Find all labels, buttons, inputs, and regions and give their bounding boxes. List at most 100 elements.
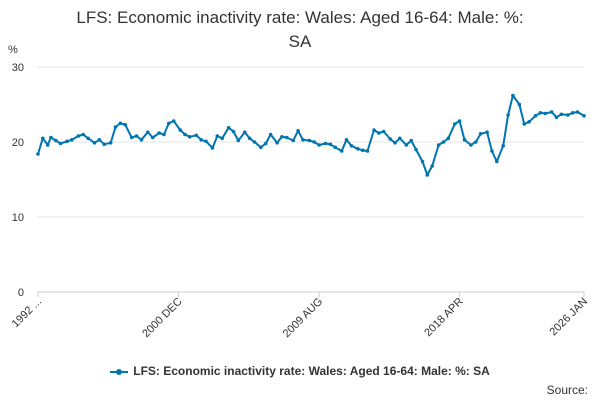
data-point[interactable] [178, 128, 182, 132]
data-point[interactable] [97, 138, 102, 142]
data-point[interactable] [280, 135, 284, 139]
data-point[interactable] [538, 111, 543, 115]
data-point[interactable] [317, 143, 321, 147]
data-point[interactable] [485, 130, 489, 134]
data-point[interactable] [495, 159, 499, 164]
legend[interactable]: LFS: Economic inactivity rate: Wales: Ag… [0, 364, 600, 378]
data-point[interactable] [231, 129, 236, 134]
data-point[interactable] [543, 111, 547, 116]
data-point[interactable] [139, 138, 144, 142]
data-point[interactable] [344, 138, 349, 142]
data-point[interactable] [54, 138, 58, 143]
data-point[interactable] [360, 148, 365, 153]
data-point[interactable] [150, 135, 155, 140]
data-point[interactable] [146, 130, 150, 134]
data-point[interactable] [490, 149, 494, 153]
data-point[interactable] [522, 122, 526, 126]
data-point[interactable] [527, 120, 531, 124]
data-point[interactable] [446, 136, 451, 141]
data-point[interactable] [414, 147, 418, 152]
data-point[interactable] [549, 110, 554, 114]
data-point[interactable] [511, 93, 515, 98]
data-point[interactable] [113, 125, 118, 129]
data-point[interactable] [58, 141, 63, 146]
data-point[interactable] [404, 143, 409, 147]
data-point[interactable] [381, 129, 386, 134]
data-point[interactable] [275, 141, 279, 145]
data-point[interactable] [453, 122, 457, 126]
data-point[interactable] [243, 130, 247, 134]
data-point[interactable] [457, 119, 462, 123]
data-point[interactable] [566, 113, 570, 117]
data-point[interactable] [285, 135, 289, 140]
data-point[interactable] [377, 131, 381, 135]
data-point[interactable] [86, 136, 90, 141]
data-point[interactable] [81, 132, 85, 137]
data-point[interactable] [123, 122, 127, 127]
data-point[interactable] [478, 132, 483, 136]
data-point[interactable] [420, 159, 425, 164]
data-point[interactable] [162, 132, 166, 137]
data-point[interactable] [517, 102, 522, 107]
data-point[interactable] [45, 143, 50, 147]
data-point[interactable] [171, 119, 176, 123]
data-point[interactable] [501, 144, 506, 148]
data-point[interactable] [469, 143, 473, 147]
data-point[interactable] [291, 138, 296, 143]
data-point[interactable] [220, 136, 224, 141]
data-point[interactable] [167, 121, 171, 126]
data-point[interactable] [462, 138, 467, 142]
data-point[interactable] [129, 135, 134, 140]
data-point[interactable] [247, 136, 252, 141]
data-point[interactable] [312, 140, 317, 144]
data-point[interactable] [430, 164, 435, 168]
data-point[interactable] [204, 139, 208, 144]
data-point[interactable] [210, 146, 215, 150]
data-point[interactable] [356, 147, 360, 151]
data-point[interactable] [582, 114, 586, 118]
data-point[interactable] [199, 138, 203, 142]
data-point[interactable] [264, 141, 268, 146]
data-point[interactable] [215, 134, 220, 138]
data-point[interactable] [570, 111, 575, 115]
data-point[interactable] [554, 115, 559, 120]
data-point[interactable] [296, 129, 300, 133]
data-point[interactable] [259, 145, 263, 150]
data-point[interactable] [236, 138, 241, 143]
data-point[interactable] [92, 141, 97, 145]
data-point[interactable] [388, 137, 393, 141]
data-point[interactable] [333, 145, 338, 150]
data-point[interactable] [76, 134, 81, 138]
data-point[interactable] [436, 143, 441, 147]
data-point[interactable] [398, 136, 402, 141]
data-point[interactable] [474, 140, 478, 144]
data-point[interactable] [252, 140, 257, 144]
data-point[interactable] [65, 139, 69, 144]
data-point[interactable] [441, 140, 446, 144]
data-point[interactable] [533, 114, 538, 118]
data-point[interactable] [183, 132, 187, 137]
data-point[interactable] [49, 135, 53, 140]
data-point[interactable] [157, 131, 161, 135]
data-point[interactable] [328, 142, 333, 147]
data-point[interactable] [226, 126, 231, 130]
data-point[interactable] [349, 144, 354, 148]
data-point[interactable] [393, 141, 397, 145]
data-point[interactable] [70, 138, 74, 142]
data-point[interactable] [301, 138, 305, 142]
data-point[interactable] [506, 113, 510, 117]
data-point[interactable] [194, 133, 199, 138]
data-point[interactable] [134, 134, 139, 138]
data-point[interactable] [307, 138, 312, 143]
data-point[interactable] [36, 152, 40, 156]
data-point[interactable] [188, 135, 192, 139]
data-point[interactable] [575, 110, 580, 114]
data-point[interactable] [425, 173, 430, 177]
data-point[interactable] [102, 142, 106, 147]
data-point[interactable] [372, 128, 376, 132]
data-point[interactable] [268, 132, 273, 137]
data-point[interactable] [559, 112, 564, 117]
data-point[interactable] [118, 121, 123, 126]
data-point[interactable] [409, 138, 414, 143]
data-point[interactable] [41, 136, 45, 141]
